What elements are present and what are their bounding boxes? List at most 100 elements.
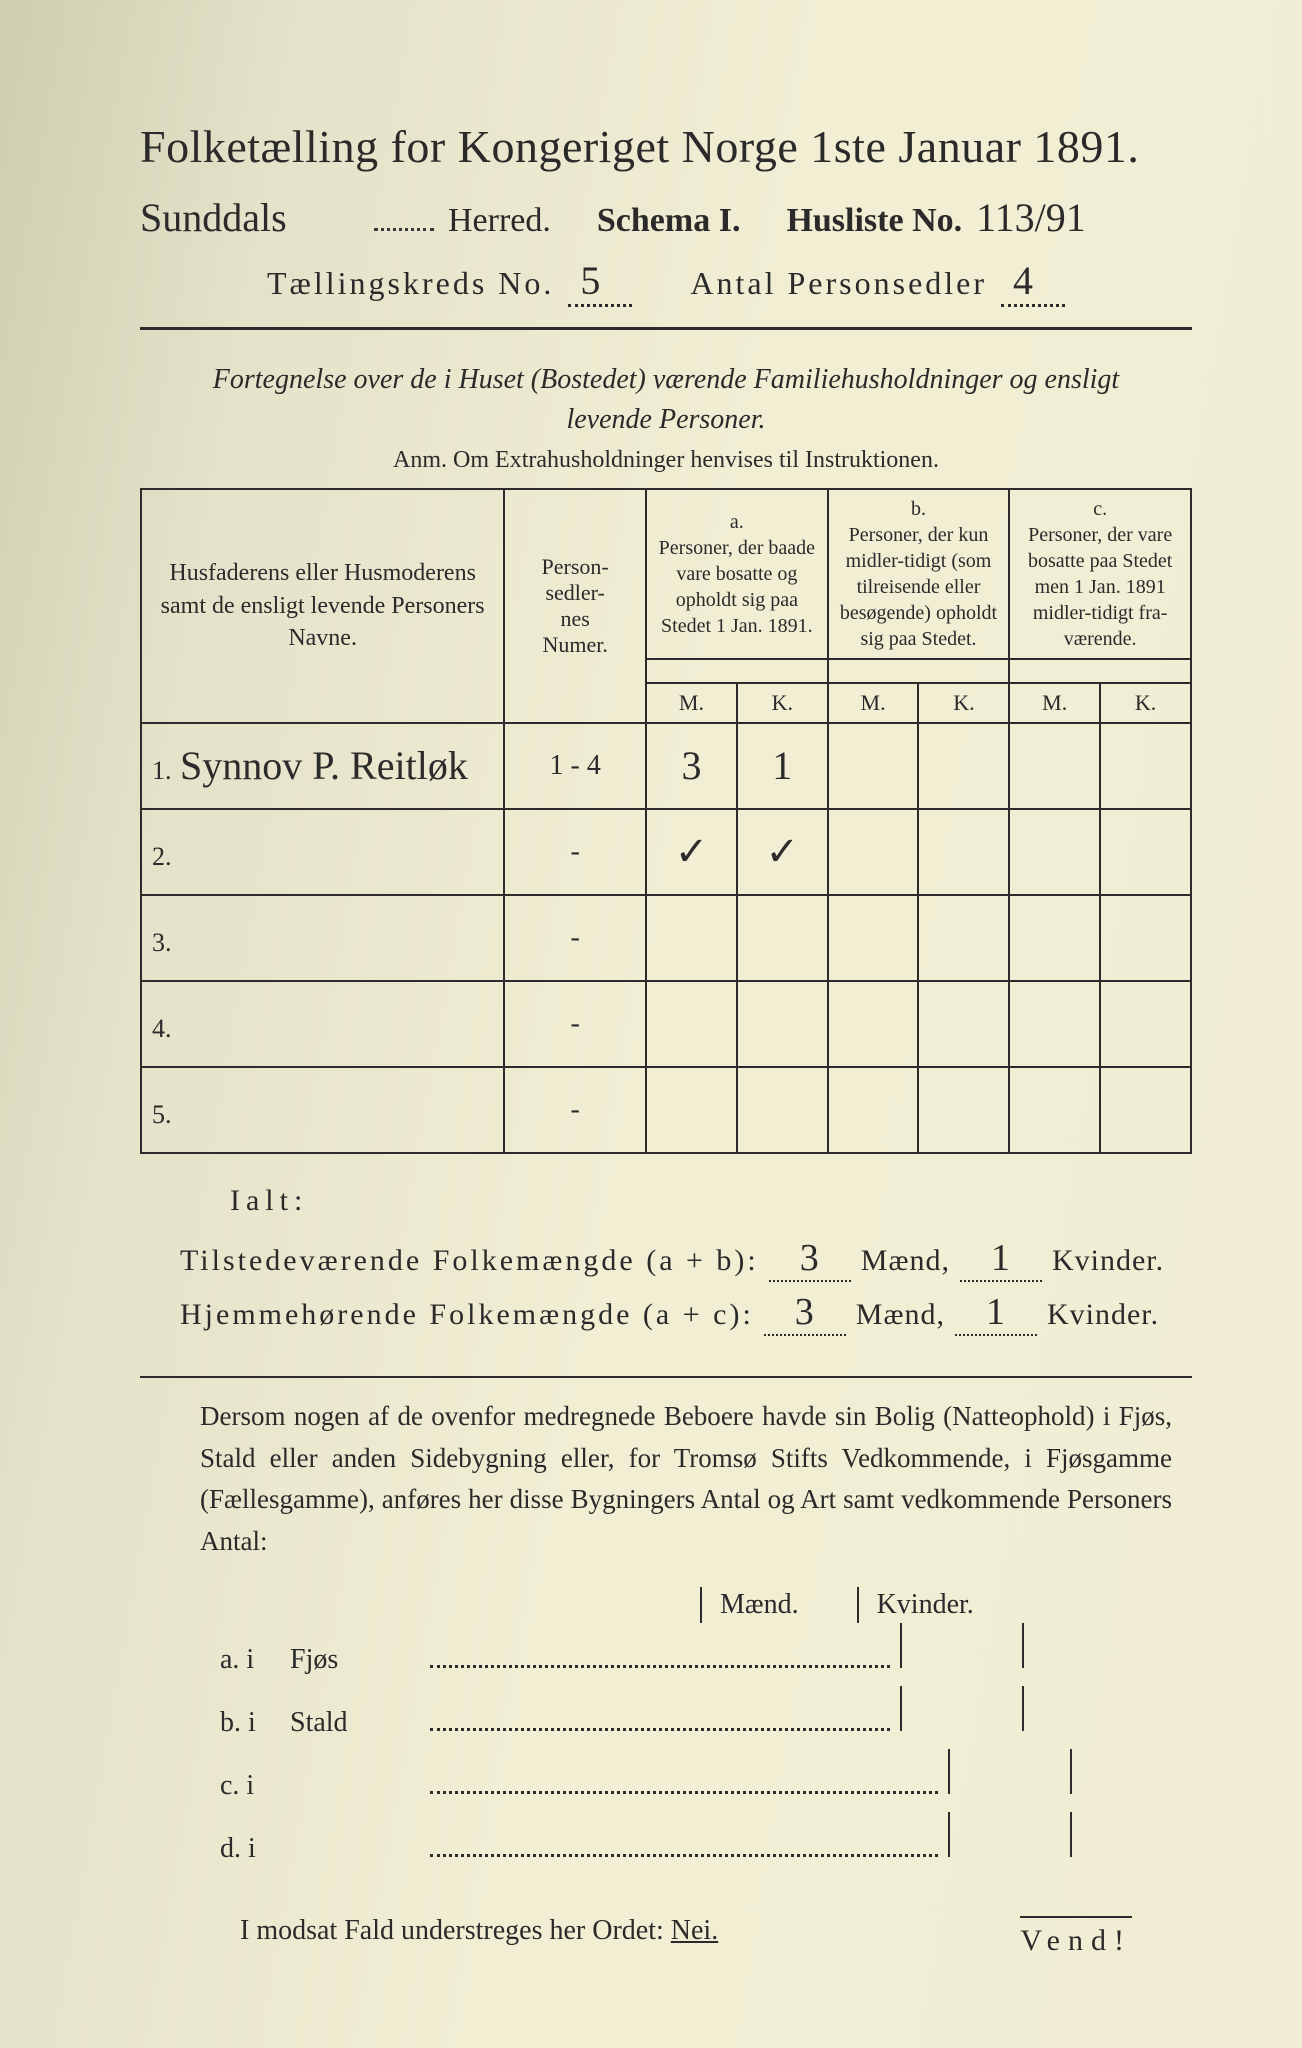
row-number: 4.: [152, 1014, 180, 1044]
d-dots: [430, 1826, 938, 1857]
sum2-maend-label: Mænd,: [856, 1298, 945, 1332]
cell-cK: [1100, 1067, 1191, 1153]
th-b-text: Personer, der kun midler-tidigt (som til…: [837, 522, 1001, 652]
a-label: Fjøs: [290, 1633, 420, 1686]
cell-value: ✓: [675, 829, 709, 874]
th-b-k: K.: [918, 683, 1009, 723]
sum1-kvinder-label: Kvinder.: [1052, 1244, 1164, 1278]
d-m: [948, 1812, 1070, 1857]
rule-1: [140, 327, 1192, 330]
cell-aK: [737, 1067, 828, 1153]
row-number: 1.: [152, 756, 180, 786]
herred-handwritten: Sunddals: [140, 194, 360, 241]
vend-label: Vend!: [1020, 1916, 1132, 1958]
cell-aM: [646, 895, 737, 981]
cell-name: 4.: [141, 981, 504, 1067]
header-line-3: Tællingskreds No. 5 Antal Personsedler 4: [140, 257, 1192, 307]
cell-bK: [918, 809, 1009, 895]
sum2-kvinder: 1: [955, 1290, 1037, 1336]
schema-label: Schema I.: [597, 202, 741, 240]
th-a-m: M.: [646, 683, 737, 723]
cell-cM: [1009, 981, 1100, 1067]
cell-cM: [1009, 809, 1100, 895]
mk-header: Mænd. Kvinder.: [700, 1587, 1192, 1623]
th-c-m: M.: [1009, 683, 1100, 723]
rule-2: [140, 1376, 1192, 1378]
cell-cM: [1009, 1067, 1100, 1153]
husliste-label: Husliste No.: [786, 202, 962, 240]
cell-bK: [918, 895, 1009, 981]
cell-aK: [737, 895, 828, 981]
th-names: Husfaderens eller Husmoderens samt de en…: [141, 489, 504, 723]
dots-filler: [374, 191, 434, 231]
sum-line-ac: Hjemmehørende Folkemængde (a + c): 3 Mæn…: [180, 1290, 1192, 1336]
cell-cK: [1100, 895, 1191, 981]
th-group-c: c. Personer, der vare bosatte paa Stedet…: [1009, 489, 1191, 659]
ialt-label: Ialt:: [230, 1184, 1192, 1218]
cell-cM: [1009, 723, 1100, 809]
cell-bK: [918, 981, 1009, 1067]
a-k: [1022, 1623, 1144, 1668]
cell-name: 1.Synnov P. Reitløk: [141, 723, 504, 809]
a-m: [900, 1623, 1022, 1668]
household-table: Husfaderens eller Husmoderens samt de en…: [140, 488, 1192, 1154]
cell-cM: [1009, 895, 1100, 981]
husliste-no: 113/91: [976, 194, 1086, 241]
table-row: 3.-: [141, 895, 1191, 981]
cell-numer: -: [504, 895, 646, 981]
cell-bM: [828, 981, 919, 1067]
cell-aM: ✓: [646, 809, 737, 895]
mk-maend: Mænd.: [700, 1587, 817, 1623]
subtitle: Fortegnelse over de i Huset (Bostedet) v…: [200, 360, 1132, 438]
cell-value: 1: [772, 743, 792, 788]
herred-label: Herred.: [448, 202, 551, 240]
cell-numer: -: [504, 981, 646, 1067]
th-a-text: Personer, der baade vare bosatte og opho…: [655, 535, 819, 639]
th-b-m: M.: [828, 683, 919, 723]
kreds-no: 5: [568, 257, 632, 307]
nei-text: I modsat Fald understreges her Ordet:: [240, 1915, 671, 1946]
anm-note: Anm. Om Extrahusholdninger henvises til …: [140, 447, 1192, 474]
c-m: [948, 1749, 1070, 1794]
sum1-kvinder: 1: [960, 1236, 1042, 1282]
cell-value: ✓: [766, 829, 800, 874]
cell-bM: [828, 809, 919, 895]
th-group-a: a. Personer, der baade vare bosatte og o…: [646, 489, 828, 659]
page-title: Folketælling for Kongeriget Norge 1ste J…: [140, 120, 1192, 173]
mk-kvinder: Kvinder.: [857, 1587, 992, 1623]
cell-numer: 1 - 4: [504, 723, 646, 809]
th-names-text: Husfaderens eller Husmoderens samt de en…: [161, 560, 485, 651]
antal-val: 4: [1001, 257, 1065, 307]
sum1-maend-label: Mænd,: [861, 1244, 950, 1278]
table-row: 1.Synnov P. Reitløk1 - 4 3 1: [141, 723, 1191, 809]
th-a-k: K.: [737, 683, 828, 723]
a-lead: a. i: [220, 1633, 290, 1686]
kreds-label: Tællingskreds No.: [267, 265, 554, 302]
cell-value: 3: [681, 743, 701, 788]
abcd-row-b: b. i Stald: [220, 1686, 1192, 1749]
c-k: [1070, 1749, 1192, 1794]
b-dots: [430, 1700, 890, 1731]
c-dots: [430, 1763, 938, 1794]
abcd-row-a: a. i Fjøs: [220, 1623, 1192, 1686]
th-numer-text: Person- sedler- nes Numer.: [542, 554, 609, 657]
nei-word: Nei.: [671, 1915, 718, 1946]
sum2-kvinder-label: Kvinder.: [1047, 1298, 1159, 1332]
b-label: Stald: [290, 1696, 420, 1749]
header-line-2: Sunddals Herred. Schema I. Husliste No. …: [140, 191, 1192, 241]
sum1-maend: 3: [769, 1236, 851, 1282]
sum1-label: Tilstedeværende Folkemængde (a + b):: [180, 1244, 759, 1278]
th-c-text: Personer, der vare bosatte paa Stedet me…: [1018, 522, 1182, 652]
d-k: [1070, 1812, 1192, 1857]
cell-bK: [918, 1067, 1009, 1153]
cell-aM: [646, 1067, 737, 1153]
b-lead: b. i: [220, 1696, 290, 1749]
th-b-letter: b.: [837, 496, 1001, 522]
abcd-row-c: c. i: [220, 1749, 1192, 1812]
b-k: [1022, 1686, 1144, 1731]
census-form-page: Folketælling for Kongeriget Norge 1ste J…: [0, 0, 1302, 2048]
dwelling-paragraph-text: Dersom nogen af de ovenfor medregnede Be…: [200, 1401, 1172, 1557]
table-row: 5.-: [141, 1067, 1191, 1153]
c-lead: c. i: [220, 1759, 290, 1812]
th-numer: Person- sedler- nes Numer.: [504, 489, 646, 723]
